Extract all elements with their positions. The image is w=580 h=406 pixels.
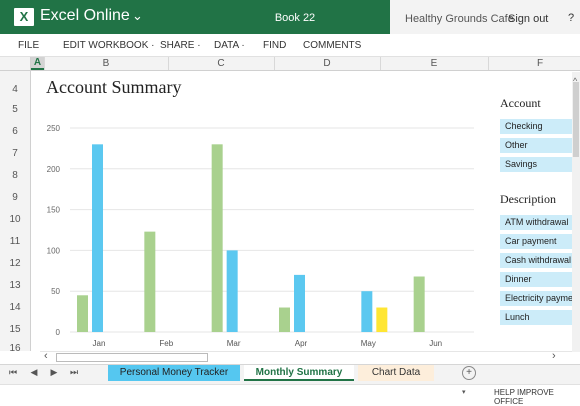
chart-bar [294,274,305,332]
company-name: Healthy Grounds Cafe [405,13,514,25]
column-header-a[interactable]: A [31,57,44,70]
chart-bar [144,231,156,332]
y-tick-label: 100 [47,246,61,255]
description-item[interactable]: Dinner [500,272,580,287]
column-header-f[interactable]: F [536,58,544,69]
chart-bar [413,276,425,332]
vertical-scrollbar[interactable] [572,72,580,352]
column-divider [274,57,275,70]
row-header[interactable]: 14 [9,302,21,313]
next-sheet-icon[interactable]: ▶ [50,367,58,377]
column-header-b[interactable]: B [102,58,110,69]
description-heading: Description [500,192,556,206]
row-header[interactable]: 8 [12,170,18,181]
chart-bar [211,144,223,332]
tab-personal-money-tracker[interactable]: Personal Money Tracker [108,365,240,381]
menu-edit-workbook[interactable]: EDIT WORKBOOK · [63,40,155,51]
account-item[interactable]: Checking [500,119,580,134]
description-item[interactable]: ATM withdrawal [500,215,580,230]
y-tick-label: 50 [51,287,60,296]
horizontal-scroll-thumb[interactable] [56,353,208,362]
row-header[interactable]: 15 [9,324,21,335]
menu-find[interactable]: FIND [263,40,287,51]
row-header[interactable]: 9 [12,192,18,203]
vertical-scroll-thumb[interactable] [573,82,579,157]
scroll-right-icon[interactable]: › [552,350,556,362]
x-tick-label: Apr [295,339,308,348]
chart-bar [92,144,103,332]
chevron-down-icon[interactable]: ▾ [462,389,466,396]
description-item[interactable]: Lunch [500,310,580,325]
tab-chart-data[interactable]: Chart Data [358,365,434,381]
first-sheet-icon[interactable]: ⏮ [8,367,18,377]
tab-monthly-summary[interactable]: Monthly Summary [244,365,354,381]
chart-bar [77,295,88,332]
y-tick-label: 150 [47,206,61,215]
menu-share[interactable]: SHARE · [160,40,201,51]
x-tick-label: Jun [429,339,442,348]
row-header[interactable]: 5 [12,104,18,115]
chart-bar [279,307,290,332]
sign-out-link[interactable]: Sign out [508,13,549,25]
row-header[interactable]: 10 [9,214,21,225]
column-divider [380,57,381,70]
description-item[interactable]: Electricity payment [500,291,580,306]
chart-bar [226,250,238,332]
column-header-e[interactable]: E [430,58,438,69]
y-tick-label: 250 [47,124,61,133]
app-title[interactable]: Excel Online [40,7,130,24]
menu-data[interactable]: DATA · [214,40,245,51]
help-button[interactable]: ? [568,12,575,24]
y-tick-label: 0 [56,328,61,337]
excel-logo-icon[interactable]: X [14,8,34,26]
workbook-title[interactable]: Book 22 [274,12,316,24]
select-all-corner[interactable] [0,57,31,70]
status-bar [0,384,580,401]
row-header[interactable]: 12 [9,258,21,269]
row-header[interactable]: 11 [9,236,21,247]
menu-comments[interactable]: COMMENTS [303,40,362,51]
column-divider [44,57,45,70]
x-tick-label: Feb [159,339,173,348]
column-divider [488,57,489,70]
last-sheet-icon[interactable]: ⏭ [69,367,79,377]
account-bar [390,0,580,34]
chevron-down-icon[interactable]: ⌄ [132,8,143,23]
column-divider [168,57,169,70]
x-tick-label: Jan [93,339,106,348]
scroll-up-icon[interactable]: ^ [573,76,578,86]
row-header[interactable]: 7 [12,148,18,159]
ribbon-menu [0,34,580,57]
row-header[interactable]: 16 [9,343,21,354]
monthly-chart[interactable]: 0 50 100 150 200 250 Jan Feb Mar Apr May Jun [36,112,476,352]
row-header[interactable]: 6 [12,126,18,137]
row-header[interactable]: 4 [12,84,18,95]
menu-file[interactable]: FILE [18,40,40,51]
column-header-bar [0,57,580,71]
x-tick-label: May [361,339,376,348]
scroll-left-icon[interactable]: ‹ [44,350,48,362]
account-item[interactable]: Other [500,138,580,153]
column-header-d[interactable]: D [323,58,331,69]
column-header-c[interactable]: C [217,58,225,69]
chart-bar [376,307,388,332]
chart-bar [361,291,373,332]
account-heading: Account [500,96,541,110]
sheet-title[interactable]: Account Summary [46,77,182,97]
x-tick-label: Mar [227,339,241,348]
account-item[interactable]: Savings [500,157,580,172]
help-improve-office-link[interactable]: HELP IMPROVE OFFICE [494,388,554,406]
row-header-bar [0,71,31,351]
description-item[interactable]: Car payment [500,234,580,249]
add-sheet-button[interactable]: + [462,366,476,380]
y-tick-label: 200 [47,165,61,174]
previous-sheet-icon[interactable]: ◀ [30,367,38,377]
row-header[interactable]: 13 [9,280,21,291]
app-bar [0,0,390,34]
description-item[interactable]: Cash withdrawal [500,253,580,268]
